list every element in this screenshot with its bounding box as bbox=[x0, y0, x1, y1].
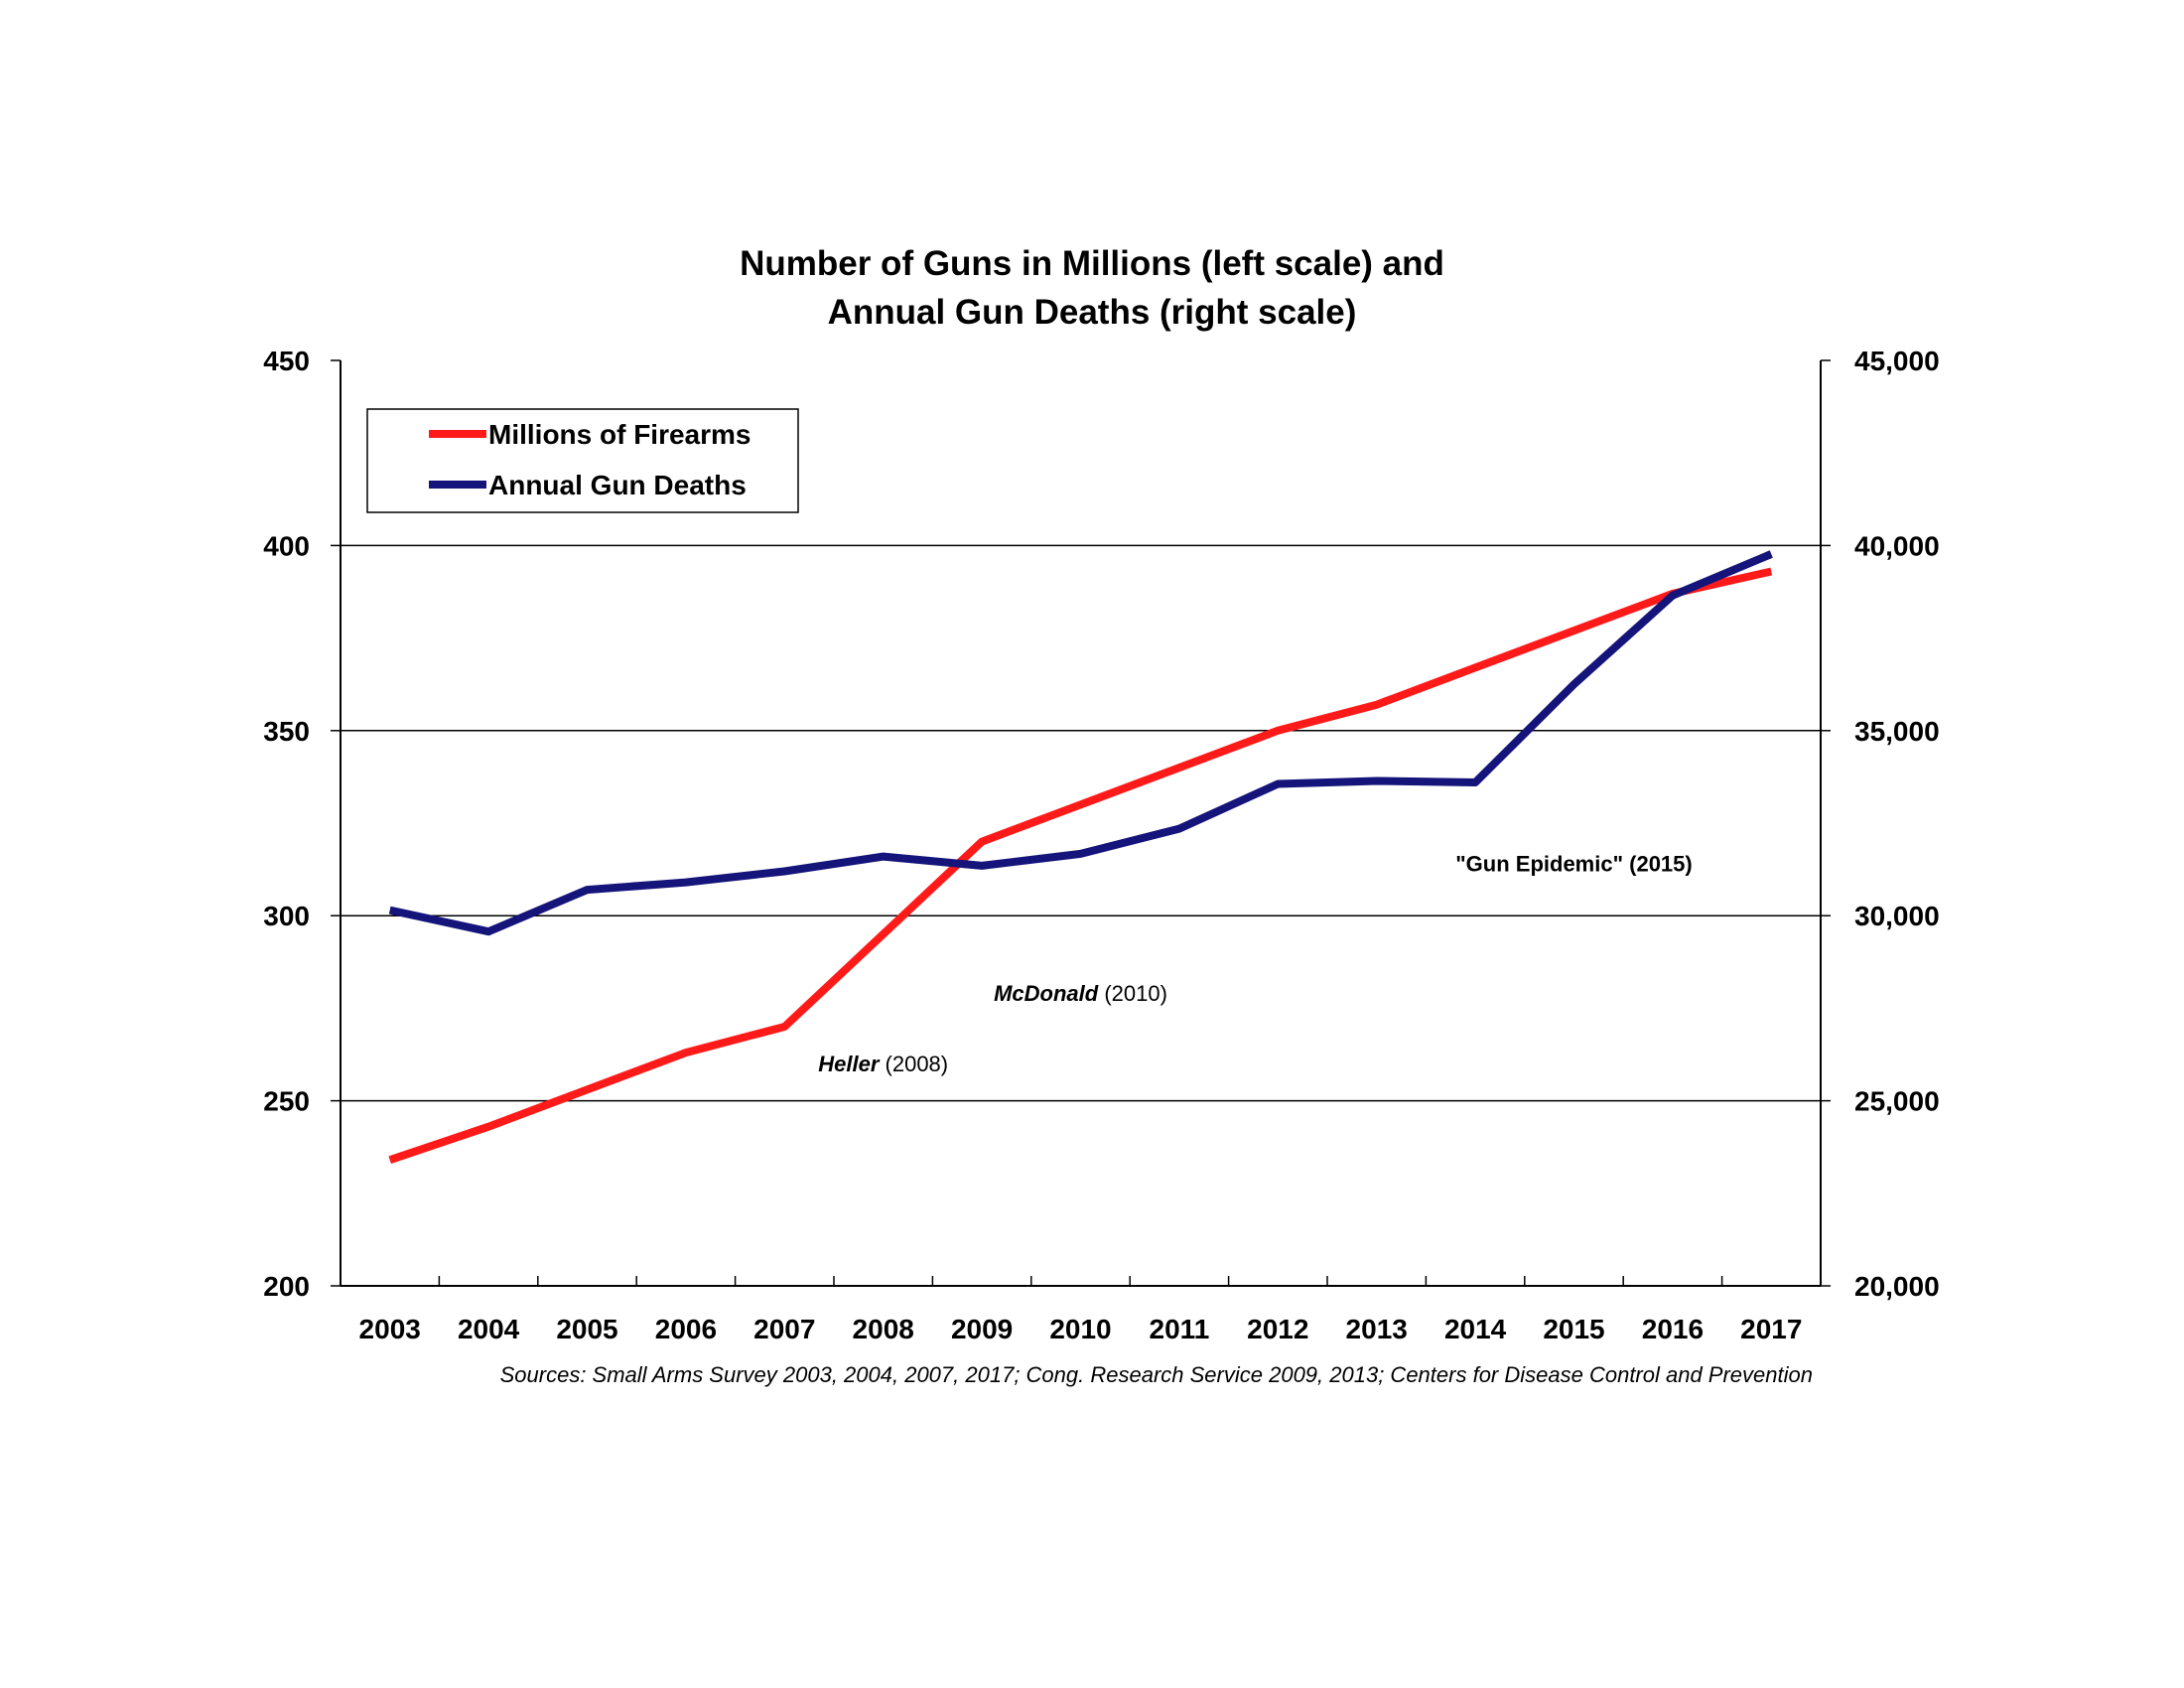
legend-label-gun-deaths: Annual Gun Deaths bbox=[488, 470, 747, 500]
y-right-tick-label: 25,000 bbox=[1854, 1086, 1940, 1117]
annotation-year: (2008) bbox=[879, 1052, 948, 1076]
gridlines bbox=[341, 544, 1821, 1102]
axes: 200 20,000 250 25,000 300 30,000 350 35,000 400 4… bbox=[263, 346, 1939, 1344]
y-right-tick-label: 35,000 bbox=[1854, 716, 1940, 747]
annotation: "Gun Epidemic" (2015) bbox=[1455, 851, 1692, 876]
annotation: Heller (2008) bbox=[818, 1052, 948, 1076]
annotations: Heller (2008) McDonald (2010) "Gun Epidemi… bbox=[818, 851, 1692, 1075]
y-left-tick-label: 200 bbox=[263, 1271, 310, 1302]
series-line-gun-deaths bbox=[388, 550, 1773, 936]
x-tick-label: 2006 bbox=[655, 1314, 717, 1344]
y-right-tick-label: 20,000 bbox=[1854, 1271, 1940, 1302]
y-left-tick-label: 400 bbox=[263, 530, 310, 561]
series-line-firearms bbox=[388, 567, 1773, 1164]
legend: Millions of Firearms Annual Gun Deaths bbox=[366, 408, 799, 513]
x-tick-label: 2003 bbox=[359, 1314, 421, 1344]
chart-source-note: Sources: Small Arms Survey 2003, 2004, 2… bbox=[500, 1362, 1813, 1387]
x-tick-label: 2004 bbox=[458, 1314, 520, 1344]
y-left-tick-label: 250 bbox=[263, 1086, 310, 1117]
x-tick-label: 2015 bbox=[1543, 1314, 1604, 1344]
annotation-case-name: McDonald bbox=[994, 981, 1099, 1006]
y-right-tick-label: 30,000 bbox=[1854, 901, 1940, 931]
x-tick-label: 2010 bbox=[1049, 1314, 1111, 1344]
x-tick-label: 2007 bbox=[753, 1314, 815, 1344]
x-tick-label: 2011 bbox=[1150, 1314, 1210, 1344]
x-tick-label: 2008 bbox=[853, 1314, 914, 1344]
y-left-tick-label: 350 bbox=[263, 716, 310, 747]
y-right-tick-label: 40,000 bbox=[1854, 530, 1940, 561]
x-tick-label: 2016 bbox=[1642, 1314, 1704, 1344]
x-tick-label: 2017 bbox=[1740, 1314, 1802, 1344]
x-tick-label: 2014 bbox=[1444, 1314, 1507, 1344]
annotation-case-name: Heller bbox=[818, 1052, 881, 1076]
annotation-label: "Gun Epidemic" (2015) bbox=[1455, 851, 1692, 876]
annotation: McDonald (2010) bbox=[994, 981, 1167, 1006]
x-tick-label: 2009 bbox=[951, 1314, 1013, 1344]
y-right-tick-label: 45,000 bbox=[1854, 346, 1940, 376]
x-tick-label: 2012 bbox=[1247, 1314, 1308, 1344]
x-tick-label: 2013 bbox=[1346, 1314, 1408, 1344]
legend-box bbox=[366, 408, 799, 513]
y-left-tick-label: 300 bbox=[263, 901, 310, 931]
annotation-year: (2010) bbox=[1098, 981, 1167, 1006]
series-lines bbox=[388, 550, 1773, 1164]
y-left-tick-label: 450 bbox=[263, 346, 310, 376]
x-tick-label: 2005 bbox=[556, 1314, 617, 1344]
chart-title-line-1: Number of Guns in Millions (left scale) … bbox=[740, 244, 1444, 283]
chart-title-line-2: Annual Gun Deaths (right scale) bbox=[828, 293, 1357, 332]
legend-label-firearms: Millions of Firearms bbox=[488, 419, 751, 450]
